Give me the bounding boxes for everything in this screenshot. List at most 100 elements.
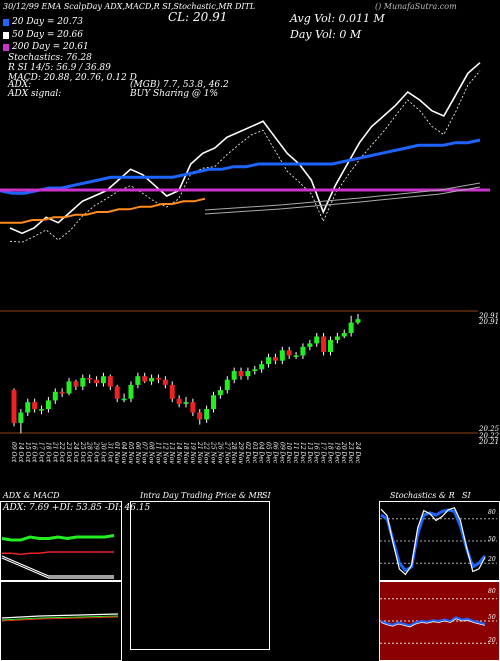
date-label: 18 Oct: [44, 442, 52, 463]
legend-ema20: 20 Day = 20.73: [3, 17, 83, 27]
ema20-label: 20 Day = 20.73: [12, 17, 84, 27]
rsi-signal-line: [380, 618, 486, 628]
rsi-tick-50: 50: [488, 614, 496, 621]
adx-signal-value: BUY Sharing @ 1%: [130, 89, 219, 99]
date-label: 02 Dec: [243, 442, 251, 464]
date-label: 09 Dec: [278, 442, 286, 464]
adx-panel-title: ADX & MACD: [3, 491, 60, 500]
candle-body: [224, 379, 230, 391]
candle-body: [279, 350, 285, 361]
ema50-line: [0, 138, 481, 195]
ema50-label: 50 Day = 20.66: [12, 30, 84, 40]
rsi-readout: R SI 14/5: 56.9 / 36.89: [8, 63, 111, 73]
date-axis: 09 Oct 14 Oct 15 Oct 16 Oct 17 Oct 18 Oct 21 O…: [0, 442, 500, 484]
candle-body: [197, 412, 203, 420]
date-label: 19 Dec: [333, 442, 341, 464]
ema20-dotted-line: [9, 70, 481, 243]
date-label: 18 Dec: [326, 442, 334, 464]
rsi-line: [380, 616, 486, 627]
price-label-bot1: 20.25: [479, 425, 500, 433]
date-label: 18 Nov: [182, 442, 189, 464]
mr-panel-si: SI: [262, 491, 271, 500]
date-label: 29 Nov: [237, 442, 245, 464]
candle-body: [73, 381, 79, 387]
candle-body: [121, 398, 127, 401]
candle-body: [204, 409, 210, 420]
candle-body: [66, 381, 72, 394]
ema20-swatch: [3, 18, 9, 26]
date-label: 15 Oct: [23, 442, 31, 463]
ema200-swatch: [3, 43, 9, 51]
date-label: 13 Dec: [305, 442, 313, 464]
date-label: 05 Nov: [126, 442, 134, 464]
date-label: 03 Dec: [250, 442, 258, 464]
candle-body: [314, 336, 320, 344]
stoch-tick-20: 20: [488, 556, 496, 563]
stoch-tick-80: 80: [488, 509, 496, 516]
date-label: 31 Oct: [106, 442, 114, 463]
date-label: 21 Nov: [195, 442, 203, 464]
candle-body: [307, 343, 313, 347]
price-label-top2: 20.91: [479, 318, 500, 326]
candle-chart: [0, 310, 478, 434]
watermark: () MunafaSutra.com: [375, 2, 457, 11]
date-label: 11 Nov: [154, 442, 162, 464]
date-label: 06 Dec: [271, 442, 279, 464]
legend-ema200: 200 Day = 20.61: [3, 42, 89, 52]
stoch-panel-title: Stochastics & R: [390, 491, 455, 500]
date-label: 11 Dec: [292, 442, 300, 464]
macd-readout: MACD: 20.88, 20.76, 0.12 D: [8, 73, 137, 83]
candle-body: [162, 379, 168, 385]
legend-ema50: 50 Day = 20.66: [3, 30, 83, 40]
candle-body: [334, 336, 340, 340]
adx-panel: [0, 501, 122, 581]
date-label: 20 Dec: [340, 442, 348, 464]
date-label: 25 Oct: [78, 442, 86, 463]
close-label: CL: 20.91: [168, 10, 228, 24]
date-label: 13 Nov: [168, 442, 176, 464]
candle-body: [45, 400, 51, 410]
date-label: 09 Oct: [10, 442, 17, 463]
candle-body: [176, 398, 182, 404]
adx-line: [1, 555, 114, 577]
date-label: 24 Oct: [71, 442, 79, 463]
date-label: 25 Nov: [209, 442, 217, 464]
candle-body: [266, 357, 272, 365]
candle-body: [94, 379, 100, 384]
date-label: 08 Nov: [147, 442, 155, 464]
date-label: 14 Nov: [175, 442, 183, 464]
price-label-top1: 20.91: [479, 312, 500, 320]
mr-panel: [130, 501, 270, 650]
date-label: 12 Dec: [298, 442, 306, 464]
date-label: 26 Nov: [216, 442, 224, 464]
avg-vol-label: Avg Vol: 0.011 M: [290, 12, 385, 25]
candle-body: [355, 319, 361, 323]
ema-chart: [0, 62, 490, 243]
candle-body: [87, 377, 93, 380]
candle-body: [100, 376, 106, 384]
date-label: 06 Nov: [133, 442, 141, 464]
date-label: 01 Nov: [113, 442, 121, 464]
candle-body: [238, 371, 244, 377]
candle-body: [149, 377, 155, 382]
adx-readout-label: ADX:: [8, 80, 32, 90]
date-label: 04 Dec: [257, 442, 265, 464]
adx-panel-values: ADX: 7.69 +DI: 53.85 -DI: 46.15: [3, 503, 151, 513]
candle-body: [272, 357, 278, 361]
mr-panel-title: Intra Day Trading Price & MR: [140, 491, 263, 500]
ema200-label: 200 Day = 20.61: [12, 42, 89, 52]
candle-body: [259, 364, 265, 370]
candle-body: [107, 376, 113, 387]
stoch-tick-50: 50: [488, 536, 496, 543]
minus-di-line: [2, 551, 114, 556]
date-label: 14 Oct: [16, 442, 24, 463]
header-line: 30/12/99 EMA ScalpDay ADX,MACD,R SI,Stoc…: [3, 2, 256, 11]
candle-body: [300, 346, 306, 356]
candle-body: [128, 384, 134, 399]
date-label: 16 Dec: [312, 442, 320, 464]
candle-body: [80, 377, 86, 387]
adx-signal-label: ADX signal:: [8, 89, 62, 99]
candle-body: [231, 371, 237, 380]
